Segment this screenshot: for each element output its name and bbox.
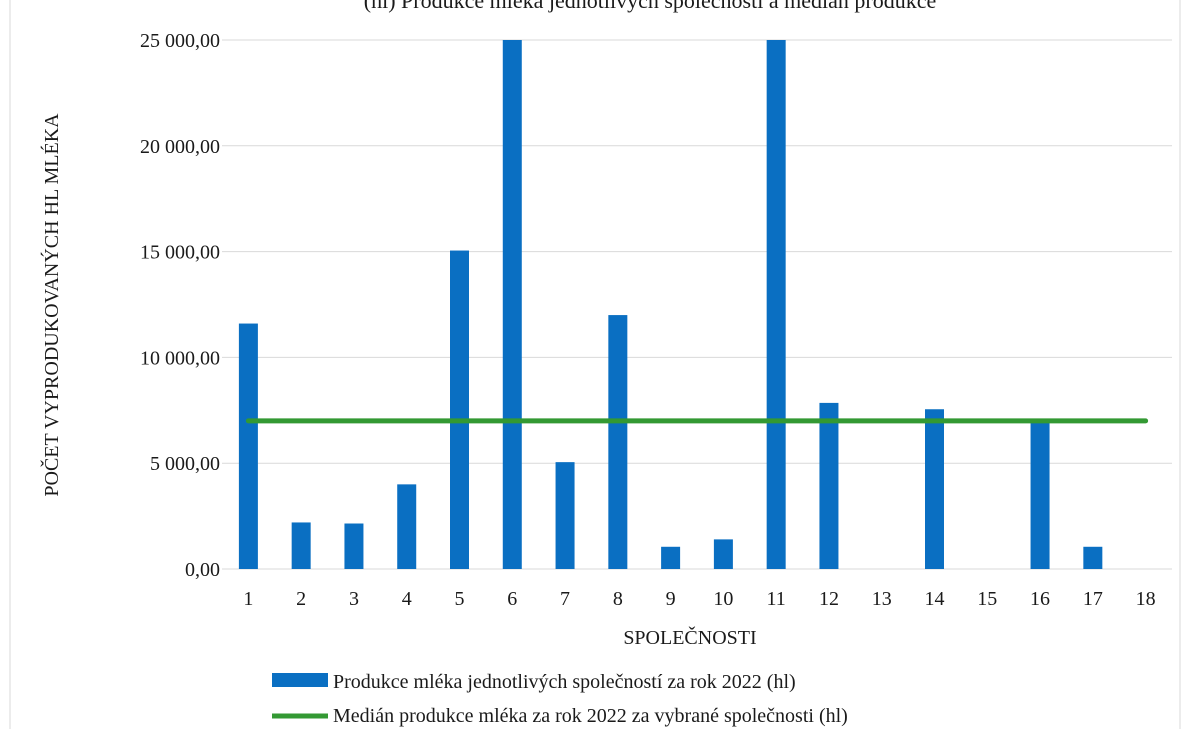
bar-company-9: [661, 546, 681, 569]
x-tick-label: 9: [666, 588, 676, 610]
gridlines: [222, 39, 1172, 570]
legend-label-line: Medián produkce mléka za rok 2022 za vyb…: [333, 705, 848, 727]
x-tick-label: 15: [977, 588, 997, 610]
bar-company-16: [1030, 420, 1050, 569]
x-tick-label: 3: [349, 588, 359, 610]
x-tick-label: 14: [925, 588, 945, 610]
y-axis-ticks: 0,00 5 000,00 10 000,00 15 000,00 20 000,00 2…: [140, 30, 220, 581]
x-tick-label: 1: [243, 588, 253, 610]
chart-title: (hl) Produkce mléka jednotlivých společn…: [364, 0, 936, 13]
y-tick-label: 10 000,00: [140, 347, 220, 369]
bar-company-6: [502, 40, 522, 569]
bar-company-14: [925, 409, 944, 569]
y-tick-label: 15 000,00: [140, 242, 220, 264]
x-axis-ticks: 1 2 3 4 5 6 7 8 9 10 11 12 13 14 15 16 17 18: [243, 588, 1155, 610]
x-tick-label: 5: [455, 588, 465, 610]
x-tick-label: 8: [613, 588, 623, 610]
y-tick-label: 25 000,00: [140, 30, 220, 52]
x-tick-label: 6: [507, 588, 517, 610]
x-tick-label: 12: [819, 588, 839, 610]
x-tick-label: 16: [1030, 588, 1050, 610]
x-tick-label: 7: [560, 588, 570, 610]
bar-series: [238, 40, 1103, 570]
bar-company-5: [450, 250, 469, 570]
bar-company-2: [291, 522, 311, 569]
x-axis-title: SPOLEČNOSTI: [623, 625, 756, 649]
x-tick-label: 11: [767, 588, 786, 610]
bar-company-1: [238, 323, 258, 569]
bar-company-17: [1083, 546, 1103, 569]
x-tick-label: 17: [1083, 588, 1103, 610]
x-tick-label: 10: [713, 588, 733, 610]
bar-company-8: [608, 315, 628, 569]
x-tick-label: 13: [872, 588, 892, 610]
bar-company-7: [555, 462, 575, 569]
legend-swatch-bar: [272, 673, 328, 687]
legend: Produkce mléka jednotlivých společností …: [272, 671, 848, 727]
bar-company-4: [397, 484, 417, 569]
bar-company-11: [766, 40, 786, 569]
y-tick-label: 20 000,00: [140, 136, 220, 158]
bar-company-10: [713, 539, 733, 569]
x-tick-label: 4: [402, 588, 412, 610]
x-tick-label: 2: [296, 588, 306, 610]
y-tick-label: 5 000,00: [150, 453, 220, 475]
y-axis-title: POČET VYPRODUKOVANÝCH HL MLÉKA: [39, 113, 63, 497]
bar-company-3: [344, 523, 364, 569]
y-tick-label: 0,00: [185, 559, 220, 581]
chart-frame: [9, 0, 1181, 729]
x-tick-label: 18: [1136, 588, 1156, 610]
bar-company-12: [819, 402, 839, 569]
legend-label-bar: Produkce mléka jednotlivých společností …: [333, 671, 796, 693]
